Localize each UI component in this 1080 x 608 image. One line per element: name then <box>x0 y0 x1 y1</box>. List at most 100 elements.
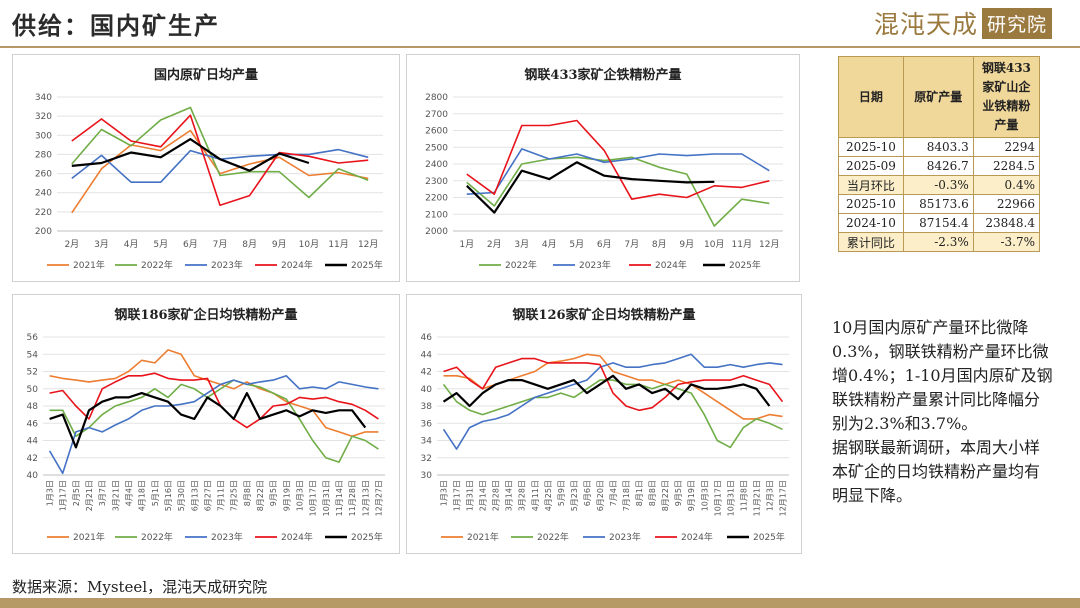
table-cell-b: 2284.5 <box>972 156 1041 176</box>
x-tick-label: 8月8日 <box>648 480 657 506</box>
x-tick-label: 9月5日 <box>674 480 683 506</box>
x-tick-label: 8月1日 <box>635 480 644 506</box>
series-line-2025 <box>49 392 367 449</box>
table-cell-label: 累计同比 <box>838 232 904 252</box>
chart-domestic-ore: 国内原矿日均产量 200 220 240 260 280 300 320 340 2月 3月 4月 5月… <box>12 54 400 282</box>
y-tick-label: 260 <box>35 170 52 180</box>
logo-badge: 研究院 <box>981 7 1052 39</box>
x-tick-label: 2月14日 <box>479 480 488 511</box>
x-tick-label: 5月1日 <box>151 480 160 506</box>
y-tick-label: 54 <box>27 350 39 360</box>
x-tick-label: 5月 <box>153 239 168 250</box>
table-row: 2025-10 8403.3 2294 <box>838 137 1041 157</box>
y-tick-label: 2500 <box>425 143 448 153</box>
table-row: 累计同比 -2.3% -3.7% <box>838 232 1041 252</box>
legend-label: 2023年 <box>211 531 243 543</box>
x-tick-label: 10月31日 <box>726 480 735 516</box>
table-cell-a: -2.3% <box>902 232 974 252</box>
x-tick-label: 1月3日 <box>46 480 55 506</box>
x-tick-label: 5月16日 <box>164 480 173 511</box>
x-tick-label: 6月 <box>597 239 612 250</box>
x-tick-label: 3月 <box>94 239 109 250</box>
x-tick-label: 12月13日 <box>361 480 370 516</box>
y-tick-label: 200 <box>35 227 52 237</box>
x-tick-label: 11月14日 <box>335 480 344 516</box>
x-tick-label: 10月31日 <box>322 480 331 516</box>
legend-label: 2025年 <box>729 259 761 271</box>
y-tick-label: 34 <box>421 437 433 447</box>
x-tick-label: 12月3日 <box>765 480 774 511</box>
x-tick-label: 8月8日 <box>243 480 252 506</box>
x-tick-label: 5月 <box>569 239 584 250</box>
chart-title: 钢联433家矿企铁精粉产量 <box>524 67 681 83</box>
y-tick-label: 42 <box>27 454 38 464</box>
x-tick-label: 12月27日 <box>374 480 383 516</box>
series-line-2022 <box>71 106 369 199</box>
table-cell-a: 87154.4 <box>902 213 974 233</box>
x-tick-label: 5月9日 <box>557 480 566 506</box>
table-cell-a: 8403.3 <box>902 137 974 157</box>
table-cell-b: 2294 <box>972 137 1041 157</box>
chart-433-concentrate: 钢联433家矿企铁精粉产量 2000 2100 2200 2300 2400 2500 260… <box>406 54 800 282</box>
y-tick-label: 42 <box>421 368 432 378</box>
y-tick-label: 30 <box>421 471 433 481</box>
series-line-2023 <box>48 375 379 475</box>
y-tick-label: 2100 <box>425 210 448 220</box>
x-tick-label: 4月11日 <box>531 480 540 511</box>
legend-label: 2022年 <box>537 531 569 543</box>
legend-label: 2025年 <box>351 259 383 271</box>
x-tick-label: 7月18日 <box>622 480 631 511</box>
x-tick-label: 3月28日 <box>518 480 527 511</box>
y-tick-label: 2000 <box>425 227 448 237</box>
x-tick-label: 6月13日 <box>190 480 199 511</box>
legend-label: 2022年 <box>141 259 173 271</box>
legend-label: 2024年 <box>655 259 687 271</box>
production-table: 日期 原矿产量 钢联433家矿山企业铁精粉产量 2025-10 8403.3 229… <box>838 56 1041 252</box>
legend-label: 2022年 <box>141 531 173 543</box>
table-cell-a: 85173.6 <box>902 194 974 214</box>
table-row: 当月环比 -0.3% 0.4% <box>838 175 1041 195</box>
x-tick-label: 4月 <box>542 239 557 250</box>
y-tick-label: 40 <box>421 385 433 395</box>
x-tick-label: 10月3日 <box>296 480 305 511</box>
x-tick-label: 3月21日 <box>111 480 120 511</box>
legend-label: 2021年 <box>467 531 499 543</box>
x-tick-label: 7月 <box>624 239 639 250</box>
series-line-2025 <box>442 374 771 408</box>
x-tick-label: 6月20日 <box>596 480 605 511</box>
x-tick-label: 5月23日 <box>570 480 579 511</box>
x-tick-label: 7月4日 <box>609 480 618 506</box>
table-cell-b: 22966 <box>972 194 1041 214</box>
table-row: 2025-09 8426.7 2284.5 <box>838 156 1041 176</box>
x-tick-label: 11月8日 <box>739 480 748 511</box>
x-tick-label: 9月5日 <box>269 480 278 506</box>
x-tick-label: 2月 <box>64 239 79 250</box>
x-tick-label: 5月30日 <box>177 480 186 511</box>
header: 供给：国内矿生产 混沌天成 研究院 <box>0 0 1080 46</box>
table-cell-label: 2024-10 <box>838 213 904 233</box>
x-tick-label: 6月27日 <box>203 480 212 511</box>
footer-bar <box>0 598 1080 608</box>
y-tick-label: 40 <box>27 471 39 481</box>
x-tick-label: 2月 <box>487 239 502 250</box>
x-tick-label: 2月5日 <box>72 480 81 506</box>
legend-label: 2024年 <box>281 531 313 543</box>
y-tick-label: 36 <box>421 419 433 429</box>
note-paragraph: 10月国内原矿产量环比微降0.3%，钢联铁精粉产量环比微增0.4%；1-10月国… <box>832 318 1053 433</box>
x-tick-label: 10月 <box>704 239 724 250</box>
y-tick-label: 2700 <box>425 110 448 120</box>
x-tick-label: 3月7日 <box>98 480 107 506</box>
y-tick-label: 46 <box>421 333 433 343</box>
legend-label: 2025年 <box>753 531 785 543</box>
header-date: 日期 <box>838 56 904 138</box>
table-cell-label: 2025-10 <box>838 137 904 157</box>
y-tick-label: 320 <box>35 112 52 122</box>
table-cell-b: -3.7% <box>972 232 1041 252</box>
x-tick-label: 10月 <box>299 239 319 250</box>
y-tick-label: 52 <box>27 368 38 378</box>
x-tick-label: 11月21日 <box>752 480 761 516</box>
series-line-2025 <box>466 161 715 214</box>
x-tick-label: 4月4日 <box>125 480 134 506</box>
x-tick-label: 8月22日 <box>256 480 265 511</box>
x-tick-label: 11月 <box>732 239 752 250</box>
